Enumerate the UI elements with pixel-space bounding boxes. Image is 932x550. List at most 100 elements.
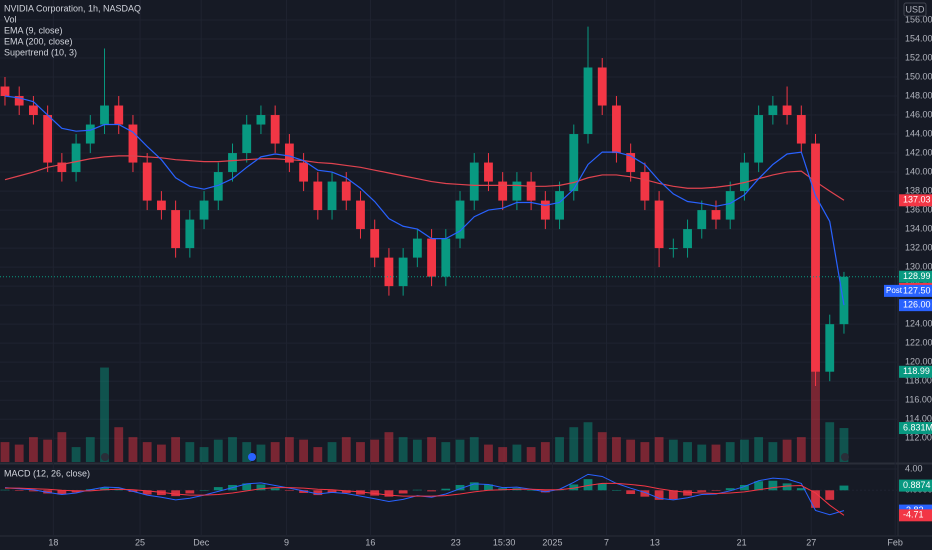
macd-hist-bar <box>384 490 394 497</box>
event-marker[interactable] <box>841 453 849 461</box>
candle-body <box>228 153 237 173</box>
candle-body <box>796 115 806 144</box>
y-tick-label: 136.00 <box>905 204 932 214</box>
volume-bar <box>128 437 138 462</box>
macd-hist-bar <box>668 490 678 500</box>
volume-bar <box>668 439 678 462</box>
macd-hist-bar <box>725 488 735 491</box>
price-tag <box>899 299 932 312</box>
candle-body <box>540 200 550 220</box>
macd-hist-bar <box>540 490 550 493</box>
volume-bar <box>455 439 465 462</box>
macd-hist-bar <box>327 490 337 493</box>
event-marker[interactable] <box>248 453 256 461</box>
candle-body <box>256 115 266 125</box>
macd-hist-bar <box>370 490 380 496</box>
x-tick-label: 21 <box>737 537 747 547</box>
candle-body <box>768 105 778 116</box>
event-marker[interactable] <box>101 453 109 461</box>
macd-hist-bar <box>498 488 508 491</box>
candle-body <box>697 210 707 230</box>
y-tick-label: 114.00 <box>905 414 932 424</box>
candle-body <box>213 172 223 201</box>
volume-bar <box>242 442 252 462</box>
volume-bar <box>57 432 67 462</box>
candle-body <box>242 124 252 154</box>
x-tick-label: 27 <box>806 537 816 547</box>
candle-body <box>156 200 166 211</box>
currency-box[interactable] <box>903 2 927 17</box>
volume-bar <box>43 439 53 462</box>
price-tag <box>899 194 932 207</box>
candle-body <box>754 115 764 163</box>
plot <box>0 26 898 516</box>
y-tick-label: 130.00 <box>905 261 932 271</box>
candle-body <box>740 162 749 192</box>
volume-bar <box>711 444 721 462</box>
x-tick-label: 18 <box>48 537 58 547</box>
candle-body <box>384 257 394 287</box>
y-tick-label: 154.00 <box>905 33 932 43</box>
candle-body <box>469 162 479 201</box>
candle-body <box>114 105 124 125</box>
macd-hist-bar <box>626 490 636 495</box>
price-tag <box>899 270 932 283</box>
volume-bar <box>341 437 351 462</box>
candle-body <box>327 181 337 211</box>
candle-body <box>43 115 53 163</box>
macd-hist-bar <box>100 487 109 491</box>
y-tick-label: 116.00 <box>905 395 932 405</box>
y-tick-label: 122.00 <box>905 338 932 348</box>
macd-hist-bar <box>284 490 294 491</box>
volume-bar <box>85 437 95 462</box>
volume-bar <box>555 437 564 462</box>
candle-body <box>356 200 365 230</box>
x-tick-label: Dec <box>193 537 210 547</box>
y-tick-label: 144.00 <box>905 128 932 138</box>
candle-body <box>370 229 380 258</box>
candle-body <box>57 162 67 173</box>
macd-value-tag <box>899 509 932 522</box>
y-tick-label: 124.00 <box>905 319 932 329</box>
volume-bar <box>412 439 422 462</box>
candle-body <box>839 276 849 325</box>
price-label: 128.99 <box>903 271 931 281</box>
price-label: 126.00 <box>903 300 931 310</box>
macd-hist-bar <box>256 484 266 491</box>
macd-hist-bar <box>270 488 280 491</box>
volume-bar <box>484 444 493 462</box>
macd-hist-bar <box>43 490 53 494</box>
macd-hist-bar <box>711 490 721 491</box>
volume-bar <box>398 437 408 462</box>
volume-bar <box>185 442 195 462</box>
grid <box>0 0 898 536</box>
volume-bar <box>768 442 778 462</box>
volume-bar <box>839 428 849 462</box>
price-label: 127.50 <box>903 285 931 295</box>
macd-hist-bar <box>839 485 849 491</box>
x-tick-label: 7 <box>604 537 609 547</box>
volume-bar <box>441 442 451 462</box>
macd-value-label: -4.71 <box>903 510 924 520</box>
macd-hist-bar <box>356 490 365 495</box>
ema200-line <box>4 155 845 201</box>
macd-hist-bar <box>341 490 351 493</box>
volume-bar <box>512 444 522 462</box>
candle-body <box>811 143 820 372</box>
currency[interactable]: USD <box>905 4 925 14</box>
macd-hist-bar <box>57 490 67 495</box>
candle-body <box>427 238 436 277</box>
volume-bar <box>29 437 38 462</box>
volume-bar <box>142 442 152 462</box>
price-tag <box>899 365 932 378</box>
y-tick-label: 134.00 <box>905 223 932 233</box>
signal-line <box>4 482 845 516</box>
macd-hist-bar <box>455 484 465 491</box>
volume-bar <box>199 447 209 462</box>
macd-hist-bar <box>29 490 38 492</box>
x-tick-label: 15:30 <box>493 537 516 547</box>
y-tick-label: 140.00 <box>905 166 932 176</box>
volume-bar <box>71 447 81 462</box>
